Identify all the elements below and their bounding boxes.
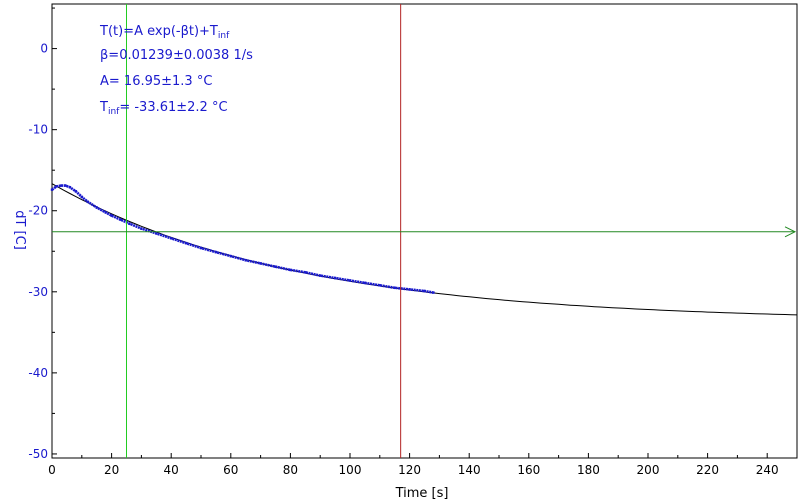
data-point — [68, 186, 72, 189]
data-point — [214, 250, 218, 254]
x-tick-label: 200 — [637, 463, 660, 477]
data-point — [104, 211, 107, 214]
x-tick-label: 0 — [48, 463, 56, 477]
data-point — [184, 241, 188, 245]
data-point — [64, 184, 67, 187]
y-tick-label: -30 — [28, 285, 48, 299]
data-point — [86, 200, 89, 204]
data-points-layer — [50, 184, 435, 294]
tick-layer: 0 20 40 60 80 100 120 140 160 180 200 220 240 0 -10 -20… — [28, 7, 798, 477]
data-point — [199, 246, 203, 250]
y-tick-label: -50 — [28, 447, 48, 461]
data-point — [74, 190, 78, 193]
data-point — [128, 222, 131, 225]
y-axis-label: dT [C] — [12, 210, 27, 250]
x-tick-label: 40 — [164, 463, 179, 477]
data-point — [274, 265, 277, 268]
data-point — [408, 288, 411, 291]
fit-beta: β=0.01239±0.0038 1/s — [100, 48, 253, 63]
data-point — [259, 262, 262, 265]
y-tick-label: -20 — [28, 204, 48, 218]
data-point — [304, 271, 307, 274]
x-tick-label: 20 — [104, 463, 119, 477]
data-point — [95, 206, 98, 209]
x-tick-label: 120 — [398, 463, 421, 477]
data-point — [140, 227, 143, 230]
fit-amplitude: A= 16.95±1.3 °C — [100, 74, 212, 89]
x-tick-label: 60 — [223, 463, 238, 477]
data-point — [229, 254, 232, 258]
data-point — [348, 279, 352, 282]
data-point — [80, 195, 83, 199]
y-tick-label: 0 — [40, 42, 48, 56]
data-point — [378, 284, 381, 287]
data-point — [244, 258, 247, 262]
plot-frame — [51, 3, 798, 459]
data-point — [333, 276, 337, 280]
fit-curve-layer — [51, 183, 798, 316]
x-tick-label: 220 — [696, 463, 719, 477]
data-point — [59, 184, 63, 187]
fit-tinf: Tinf= -33.61±2.2 °C — [99, 100, 228, 117]
data-point — [155, 232, 158, 235]
data-point — [423, 289, 426, 293]
y-tick-label: -40 — [28, 366, 48, 380]
x-tick-label: 240 — [756, 463, 779, 477]
data-point — [432, 291, 435, 294]
x-tick-label: 180 — [577, 463, 600, 477]
measured-data-line — [51, 184, 434, 294]
data-point — [110, 214, 113, 217]
data-point — [50, 188, 54, 191]
data-point — [363, 281, 367, 285]
x-tick-label: 140 — [458, 463, 481, 477]
data-point — [170, 237, 173, 240]
data-point — [319, 274, 322, 277]
data-point — [393, 286, 396, 289]
x-tick-label: 160 — [517, 463, 540, 477]
fit-annotation: T(t)=A exp(-βt)+Tinf β=0.01239±0.0038 1/… — [99, 24, 253, 117]
horizontal-cursor-arrow — [784, 226, 797, 238]
data-point — [289, 268, 292, 272]
y-tick-label: -10 — [28, 123, 48, 137]
cursor-layer — [52, 4, 797, 458]
x-axis-label: Time [s] — [395, 486, 449, 501]
data-point — [119, 218, 122, 221]
x-tick-label: 80 — [283, 463, 298, 477]
fit-curve — [51, 183, 798, 316]
fit-equation-subscript: inf — [218, 31, 230, 41]
x-tick-label: 100 — [339, 463, 362, 477]
plot-area — [51, 3, 798, 459]
fit-equation: T(t)=A exp(-βt)+Tinf — [99, 24, 230, 41]
data-point — [55, 185, 58, 188]
